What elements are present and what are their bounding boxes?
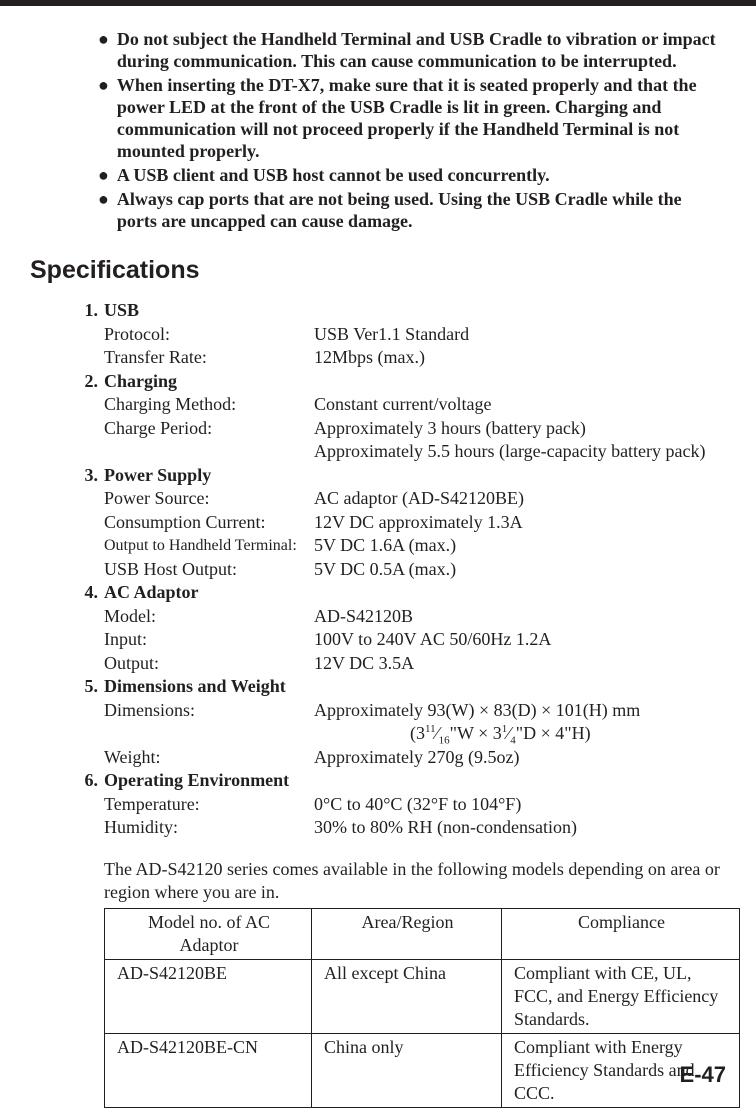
dim-prefix: (3 bbox=[410, 723, 425, 743]
spec-label: Protocol: bbox=[104, 323, 314, 347]
spec-label: Dimensions: bbox=[104, 699, 314, 723]
spec-label: USB Host Output: bbox=[104, 558, 314, 582]
bullet-icon: ● bbox=[98, 28, 109, 72]
warning-bullets: ● Do not subject the Handheld Terminal a… bbox=[98, 28, 726, 232]
specifications-list: 1. USB Protocol: USB Ver1.1 Standard Tra… bbox=[78, 299, 726, 840]
table-cell: AD-S42120BE-CN bbox=[105, 1033, 312, 1107]
spec-value: 5V DC 0.5A (max.) bbox=[314, 558, 726, 582]
bullet-icon: ● bbox=[98, 74, 109, 162]
page-number: E-47 bbox=[680, 1062, 726, 1088]
spec-number: 1. bbox=[78, 299, 104, 323]
spec-label: Model: bbox=[104, 605, 314, 629]
spec-label: Charge Period: bbox=[104, 417, 314, 441]
table-header: Model no. of AC Adaptor bbox=[105, 908, 312, 959]
spec-value: 12Mbps (max.) bbox=[314, 346, 726, 370]
spec-value: AC adaptor (AD-S42120BE) bbox=[314, 487, 726, 511]
spec-value: USB Ver1.1 Standard bbox=[314, 323, 726, 347]
spec-value: 12V DC 3.5A bbox=[314, 652, 726, 676]
spec-heading: Dimensions and Weight bbox=[104, 675, 286, 699]
bullet-icon: ● bbox=[98, 164, 109, 186]
adaptor-note: The AD-S42120 series comes available in … bbox=[78, 858, 726, 904]
spec-heading-row: 1. USB bbox=[78, 299, 726, 323]
spec-label: Transfer Rate: bbox=[104, 346, 314, 370]
spec-label: Output: bbox=[104, 652, 314, 676]
dim-mid: "W × 3 bbox=[450, 723, 502, 743]
bullet-item: ● When inserting the DT-X7, make sure th… bbox=[98, 74, 726, 162]
bullet-text: Do not subject the Handheld Terminal and… bbox=[117, 28, 726, 72]
table-cell: AD-S42120BE bbox=[105, 959, 312, 1033]
table-header: Compliance bbox=[502, 908, 740, 959]
spec-value: 30% to 80% RH (non-condensation) bbox=[314, 816, 726, 840]
spec-number: 4. bbox=[78, 581, 104, 605]
spec-row: Temperature: 0°C to 40°C (32°F to 104°F) bbox=[78, 793, 726, 817]
spec-number: 2. bbox=[78, 370, 104, 394]
spec-value: 5V DC 1.6A (max.) bbox=[314, 534, 726, 558]
spec-row: Input: 100V to 240V AC 50/60Hz 1.2A bbox=[78, 628, 726, 652]
spec-row: USB Host Output: 5V DC 0.5A (max.) bbox=[78, 558, 726, 582]
spec-value: AD-S42120B bbox=[314, 605, 726, 629]
spec-heading-row: 2. Charging bbox=[78, 370, 726, 394]
bullet-item: ● Do not subject the Handheld Terminal a… bbox=[98, 28, 726, 72]
spec-number: 5. bbox=[78, 675, 104, 699]
bullet-item: ● Always cap ports that are not being us… bbox=[98, 188, 726, 232]
section-heading: Specifications bbox=[30, 256, 726, 285]
spec-label: Output to Handheld Terminal: bbox=[104, 534, 314, 558]
spec-heading: Charging bbox=[104, 370, 177, 394]
spec-label: Charging Method: bbox=[104, 393, 314, 417]
bullet-text: When inserting the DT-X7, make sure that… bbox=[117, 74, 726, 162]
spec-label: Power Source: bbox=[104, 487, 314, 511]
bullet-icon: ● bbox=[98, 188, 109, 232]
table-cell: All except China bbox=[312, 959, 502, 1033]
spec-row: Output to Handheld Terminal: 5V DC 1.6A … bbox=[78, 534, 726, 558]
spec-row: Charging Method: Constant current/voltag… bbox=[78, 393, 726, 417]
spec-value: Constant current/voltage bbox=[314, 393, 726, 417]
spec-row: Dimensions: Approximately 93(W) × 83(D) … bbox=[78, 699, 726, 723]
table-cell: Compliant with CE, UL, FCC, and Energy E… bbox=[502, 959, 740, 1033]
spec-value-extra: Approximately 5.5 hours (large-capacity … bbox=[78, 440, 726, 464]
bullet-text: Always cap ports that are not being used… bbox=[117, 188, 726, 232]
adaptor-table: Model no. of AC Adaptor Area/Region Comp… bbox=[104, 908, 740, 1108]
spec-row: Output: 12V DC 3.5A bbox=[78, 652, 726, 676]
spec-heading-row: 5. Dimensions and Weight bbox=[78, 675, 726, 699]
spec-value-extra: (311⁄16"W × 31⁄4"D × 4"H) bbox=[78, 722, 726, 746]
table-cell: China only bbox=[312, 1033, 502, 1107]
spec-value: 100V to 240V AC 50/60Hz 1.2A bbox=[314, 628, 726, 652]
spec-heading: Power Supply bbox=[104, 464, 211, 488]
spec-row: Charge Period: Approximately 3 hours (ba… bbox=[78, 417, 726, 441]
spec-row: Consumption Current: 12V DC approximatel… bbox=[78, 511, 726, 535]
spec-value: Approximately 3 hours (battery pack) bbox=[314, 417, 726, 441]
spec-number: 3. bbox=[78, 464, 104, 488]
spec-label: Humidity: bbox=[104, 816, 314, 840]
spec-heading: USB bbox=[104, 299, 139, 323]
spec-label: Temperature: bbox=[104, 793, 314, 817]
spec-label: Weight: bbox=[104, 746, 314, 770]
spec-heading-row: 3. Power Supply bbox=[78, 464, 726, 488]
table-row: AD-S42120BE All except China Compliant w… bbox=[105, 959, 740, 1033]
table-row: AD-S42120BE-CN China only Compliant with… bbox=[105, 1033, 740, 1107]
spec-value: 12V DC approximately 1.3A bbox=[314, 511, 726, 535]
spec-row: Humidity: 30% to 80% RH (non-condensatio… bbox=[78, 816, 726, 840]
spec-heading: Operating Environment bbox=[104, 769, 289, 793]
spec-value: Approximately 270g (9.5oz) bbox=[314, 746, 726, 770]
spec-number: 6. bbox=[78, 769, 104, 793]
bullet-text: A USB client and USB host cannot be used… bbox=[117, 164, 550, 186]
table-header-row: Model no. of AC Adaptor Area/Region Comp… bbox=[105, 908, 740, 959]
spec-label: Consumption Current: bbox=[104, 511, 314, 535]
spec-value: 0°C to 40°C (32°F to 104°F) bbox=[314, 793, 726, 817]
spec-row: Protocol: USB Ver1.1 Standard bbox=[78, 323, 726, 347]
spec-row: Power Source: AC adaptor (AD-S42120BE) bbox=[78, 487, 726, 511]
spec-label: Input: bbox=[104, 628, 314, 652]
spec-heading-row: 6. Operating Environment bbox=[78, 769, 726, 793]
bullet-item: ● A USB client and USB host cannot be us… bbox=[98, 164, 726, 186]
spec-row: Transfer Rate: 12Mbps (max.) bbox=[78, 346, 726, 370]
dim-suffix: "D × 4"H) bbox=[516, 723, 591, 743]
spec-row: Model: AD-S42120B bbox=[78, 605, 726, 629]
dim-sup: 11 bbox=[425, 723, 436, 735]
spec-heading-row: 4. AC Adaptor bbox=[78, 581, 726, 605]
spec-row: Weight: Approximately 270g (9.5oz) bbox=[78, 746, 726, 770]
table-header: Area/Region bbox=[312, 908, 502, 959]
page-content: ● Do not subject the Handheld Terminal a… bbox=[0, 6, 756, 1108]
spec-heading: AC Adaptor bbox=[104, 581, 199, 605]
spec-value: Approximately 93(W) × 83(D) × 101(H) mm bbox=[314, 699, 726, 723]
